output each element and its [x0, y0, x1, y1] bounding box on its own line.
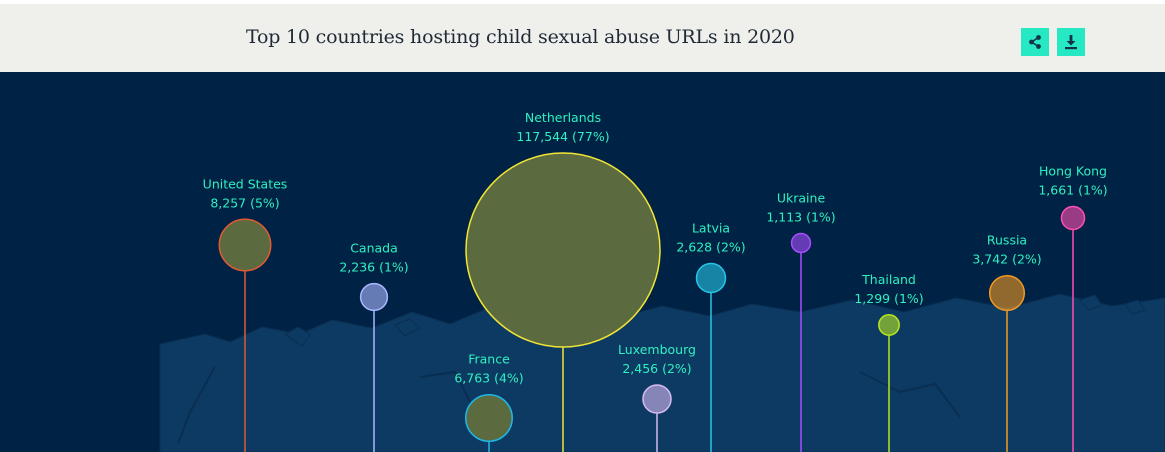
bubble-latvia[interactable]: [695, 262, 727, 294]
label-country-russia: Russia: [987, 233, 1027, 248]
bubble-series: United States 8,257 (5%) Canada 2,236 (1%) F…: [203, 110, 1108, 452]
label-value-latvia: 2,628 (2%): [676, 239, 745, 254]
label-country-united-states: United States: [203, 176, 288, 191]
label-value-canada: 2,236 (1%): [339, 260, 408, 275]
label-value-luxembourg: 2,456 (2%): [622, 361, 691, 376]
bubble-russia[interactable]: [988, 274, 1026, 312]
chart-title: Top 10 countries hosting child sexual ab…: [246, 26, 795, 48]
bubble-hong-kong[interactable]: [1060, 205, 1086, 231]
label-value-hong-kong: 1,661 (1%): [1038, 182, 1107, 197]
bubble-france[interactable]: [464, 393, 514, 443]
bubble-united-states[interactable]: [218, 218, 272, 272]
label-value-ukraine: 1,113 (1%): [766, 210, 835, 225]
bubble-thailand[interactable]: [878, 314, 900, 336]
label-country-france: France: [468, 352, 510, 367]
label-value-france: 6,763 (4%): [454, 371, 523, 386]
label-country-thailand: Thailand: [861, 272, 916, 287]
chart-plot-area: United States 8,257 (5%) Canada 2,236 (1%) F…: [0, 72, 1165, 452]
label-country-luxembourg: Luxembourg: [618, 342, 696, 357]
bubble-luxembourg[interactable]: [642, 384, 672, 414]
label-value-russia: 3,742 (2%): [972, 252, 1041, 267]
label-country-latvia: Latvia: [692, 220, 730, 235]
bubble-chart: United States 8,257 (5%) Canada 2,236 (1%) F…: [159, 110, 1165, 452]
bubble-canada[interactable]: [359, 282, 389, 312]
bubble-netherlands[interactable]: [465, 152, 661, 348]
share-button[interactable]: [1021, 28, 1049, 56]
label-country-hong-kong: Hong Kong: [1039, 163, 1107, 178]
label-country-netherlands: Netherlands: [525, 110, 601, 125]
label-country-canada: Canada: [350, 241, 398, 256]
label-country-ukraine: Ukraine: [777, 191, 826, 206]
download-button[interactable]: [1057, 28, 1085, 56]
label-value-thailand: 1,299 (1%): [854, 291, 923, 306]
label-value-netherlands: 117,544 (77%): [516, 129, 609, 144]
share-icon: [1029, 35, 1041, 49]
bubble-ukraine[interactable]: [790, 232, 812, 254]
download-icon: [1065, 35, 1077, 50]
chart-header: Top 10 countries hosting child sexual ab…: [0, 4, 1165, 72]
label-value-united-states: 8,257 (5%): [210, 195, 279, 210]
